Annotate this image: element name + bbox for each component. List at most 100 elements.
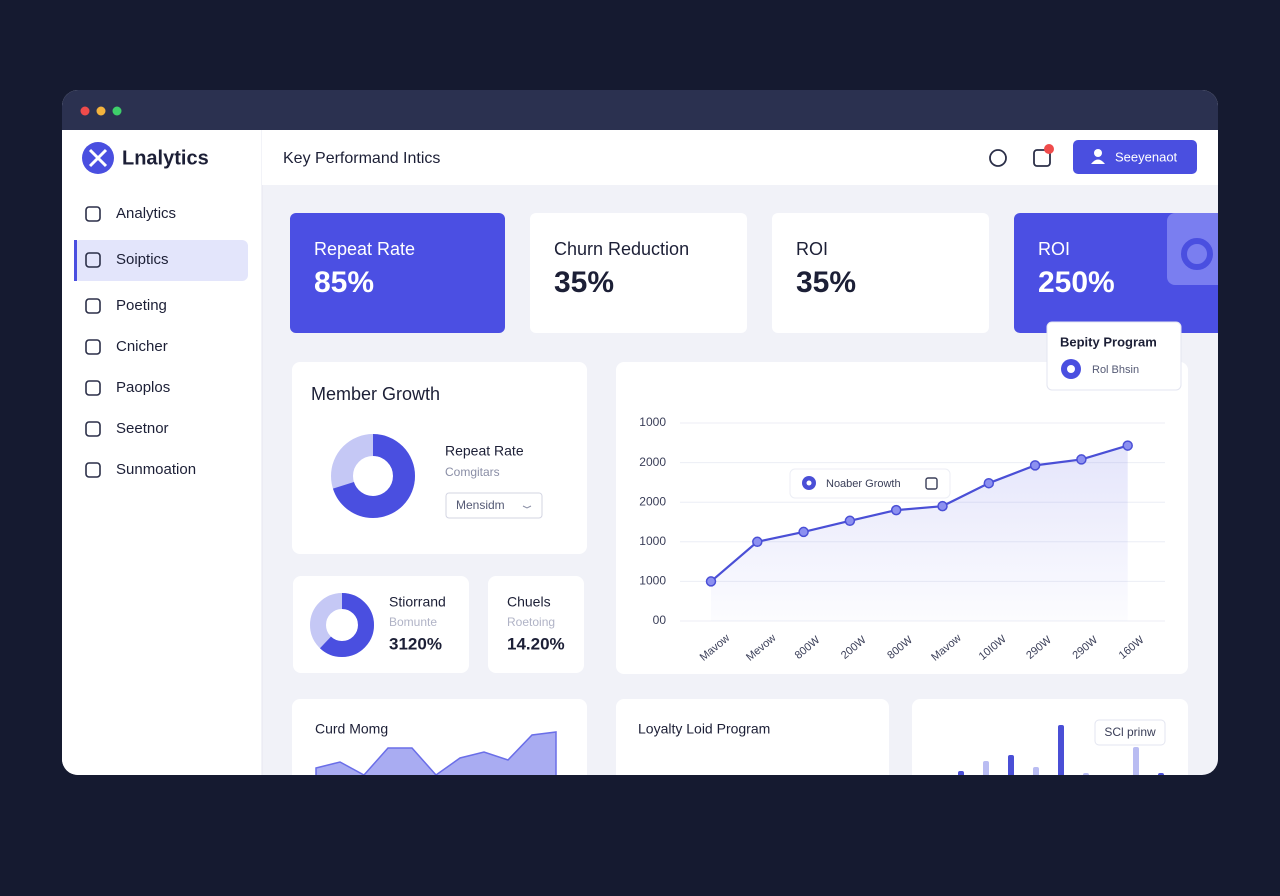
nav-icon[interactable] xyxy=(85,339,101,355)
legend-title: Repeat Rate xyxy=(445,443,524,459)
minimize-dot[interactable] xyxy=(96,106,106,116)
bottom-card xyxy=(292,699,587,775)
line-point[interactable] xyxy=(752,536,763,548)
line-area xyxy=(711,445,1128,621)
popover-title: Bepity Program xyxy=(1060,334,1157,349)
nav-item[interactable]: Sunmoation xyxy=(116,461,196,478)
nav-item[interactable]: Analytics xyxy=(116,205,176,222)
mini-title: Stiorrand xyxy=(389,594,446,610)
y-tick-label: 1000 xyxy=(639,534,666,548)
y-tick-label: 2000 xyxy=(639,455,666,469)
user-button-label[interactable]: Seeyenaot xyxy=(1115,149,1178,164)
header xyxy=(262,130,1218,185)
user-icon xyxy=(1094,149,1102,157)
brand-name: Lnalytics xyxy=(122,147,209,169)
y-tick-label: 00 xyxy=(653,613,667,627)
y-tick-label: 1000 xyxy=(639,574,666,588)
nav-item[interactable]: Cnicher xyxy=(116,338,168,355)
brand-logo-mark xyxy=(88,148,108,168)
popover xyxy=(1046,321,1182,391)
nav-active-bg xyxy=(74,240,248,281)
user-icon-body xyxy=(1091,159,1105,164)
donut-segment xyxy=(331,434,415,518)
sidebar xyxy=(62,130,262,775)
card-title: Member Growth xyxy=(311,384,440,404)
kpi-label: Churn Reduction xyxy=(554,239,689,259)
kpi-label: Repeat Rate xyxy=(314,239,415,259)
refresh-icon[interactable] xyxy=(989,149,1007,167)
nav-item[interactable]: Paoplos xyxy=(116,379,170,396)
legend-label: Noaber Growth xyxy=(826,478,901,490)
notification-icon[interactable] xyxy=(1033,149,1051,167)
bar xyxy=(958,771,964,775)
nav-icon[interactable] xyxy=(85,298,101,314)
title-bar xyxy=(62,90,1218,130)
y-tick-label: 1000 xyxy=(639,415,666,429)
kpi-card xyxy=(290,213,505,333)
user-button[interactable] xyxy=(1073,140,1197,174)
bar xyxy=(1083,773,1089,775)
line-point[interactable] xyxy=(844,515,856,527)
kpi-value: 85% xyxy=(314,266,374,299)
kpi-label: ROI xyxy=(796,239,828,259)
bar xyxy=(1158,773,1164,775)
close-dot[interactable] xyxy=(80,106,90,116)
nav-item[interactable]: Seetnor xyxy=(116,420,169,437)
chart-tooltip xyxy=(789,468,951,499)
kpi-badge-icon xyxy=(1181,238,1213,270)
line-point[interactable] xyxy=(705,576,717,587)
y-tick-label: 2000 xyxy=(639,494,666,508)
popover-radio-dot[interactable] xyxy=(1067,365,1075,373)
tooltip-icon[interactable] xyxy=(925,477,938,490)
chip[interactable] xyxy=(1094,719,1166,746)
bar xyxy=(983,761,989,775)
line-point[interactable] xyxy=(1076,454,1087,465)
bar xyxy=(1033,767,1039,775)
area xyxy=(315,731,557,775)
mini-subtitle: Bomunte xyxy=(389,615,437,629)
popover-item: Rol Bhsin xyxy=(1092,364,1139,376)
nav-icon[interactable] xyxy=(85,380,101,396)
nav-item[interactable]: Poeting xyxy=(116,297,167,314)
select-caret[interactable] xyxy=(522,505,532,509)
nav-icon[interactable] xyxy=(85,252,101,268)
header-title: Key Performand Intics xyxy=(283,150,440,167)
bottom-card xyxy=(616,699,889,775)
kpi-value: 35% xyxy=(796,266,856,299)
line-point[interactable] xyxy=(1122,440,1133,451)
donut-segment xyxy=(310,593,374,657)
nav-active-bar xyxy=(74,240,77,281)
line xyxy=(710,444,1129,583)
mini-value: 3120% xyxy=(389,634,442,653)
mini-value: 14.20% xyxy=(507,634,565,653)
nav-icon[interactable] xyxy=(85,206,101,222)
legend-swatch-dot xyxy=(806,480,812,486)
nav-icon[interactable] xyxy=(85,462,101,478)
window: Lnalytics Key Performand Intics Seeyenao… xyxy=(62,90,1218,775)
kpi-value: 250% xyxy=(1038,266,1115,299)
kpi-value: 35% xyxy=(554,266,614,299)
chip-label[interactable]: SCl prinw xyxy=(1104,725,1156,739)
maximize-dot[interactable] xyxy=(112,106,122,116)
mini-title: Chuels xyxy=(507,594,551,610)
bar xyxy=(1133,747,1139,775)
select-box[interactable] xyxy=(445,492,543,519)
nav-item[interactable]: Soiptics xyxy=(116,251,169,268)
select-value[interactable]: Mensidm xyxy=(456,498,505,512)
line-point[interactable] xyxy=(983,477,995,489)
kpi-badge xyxy=(1167,213,1218,285)
legend-subtitle: Comgitars xyxy=(445,465,500,479)
kpi-card xyxy=(772,213,989,333)
line-point[interactable] xyxy=(798,526,809,538)
line-point[interactable] xyxy=(1029,460,1041,471)
nav-icon[interactable] xyxy=(85,421,101,437)
card-title: Loyalty Loid Program xyxy=(638,721,770,737)
line-point[interactable] xyxy=(890,504,902,516)
line-point[interactable] xyxy=(937,500,948,512)
card-title: Curd Momg xyxy=(315,721,388,737)
mini-subtitle: Roetoing xyxy=(507,615,555,629)
kpi-label: ROI xyxy=(1038,239,1070,259)
bar xyxy=(1008,755,1014,775)
